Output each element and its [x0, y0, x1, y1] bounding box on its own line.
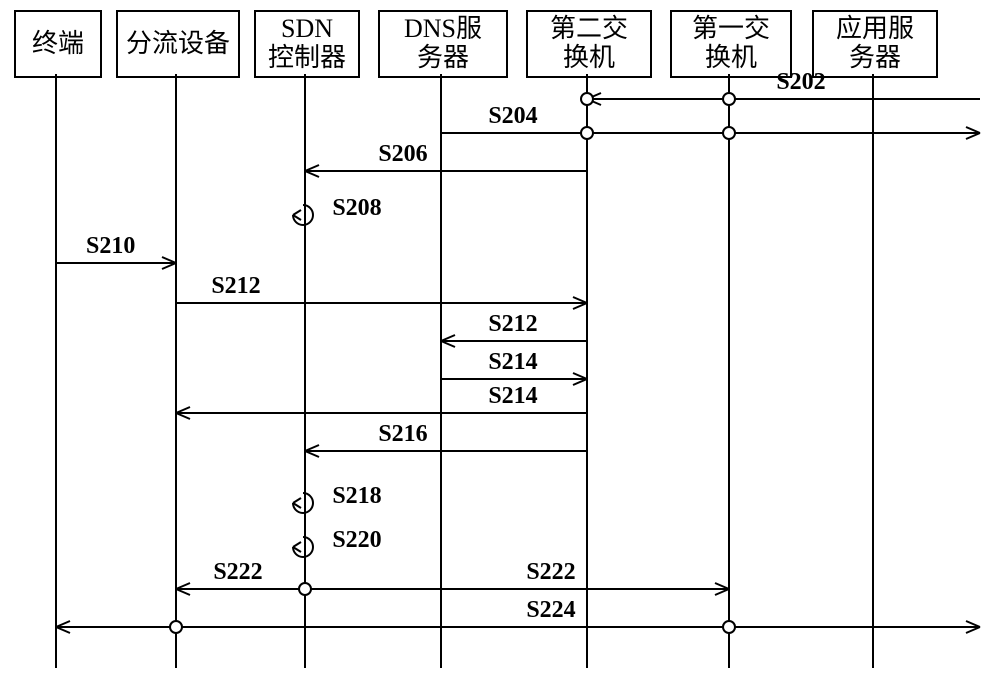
message-label: S214 [488, 349, 537, 376]
sequence-diagram: 终端分流设备SDN 控制器DNS服 务器第二交 换机第一交 换机应用服 务器 S… [0, 0, 1000, 684]
message-label: S212 [211, 273, 260, 300]
message-label: S222 [526, 559, 575, 586]
message-label: S220 [332, 527, 381, 554]
message-label: S204 [488, 103, 537, 130]
message-label: S224 [526, 597, 575, 624]
message-label: S206 [378, 141, 427, 168]
message-label: S212 [488, 311, 537, 338]
message-label: S214 [488, 383, 537, 410]
message-label: S208 [332, 195, 381, 222]
message-label: S202 [776, 69, 825, 96]
message-label: S216 [378, 421, 427, 448]
message-label: S210 [86, 233, 135, 260]
message-label: S218 [332, 483, 381, 510]
message-label: S222 [213, 559, 262, 586]
